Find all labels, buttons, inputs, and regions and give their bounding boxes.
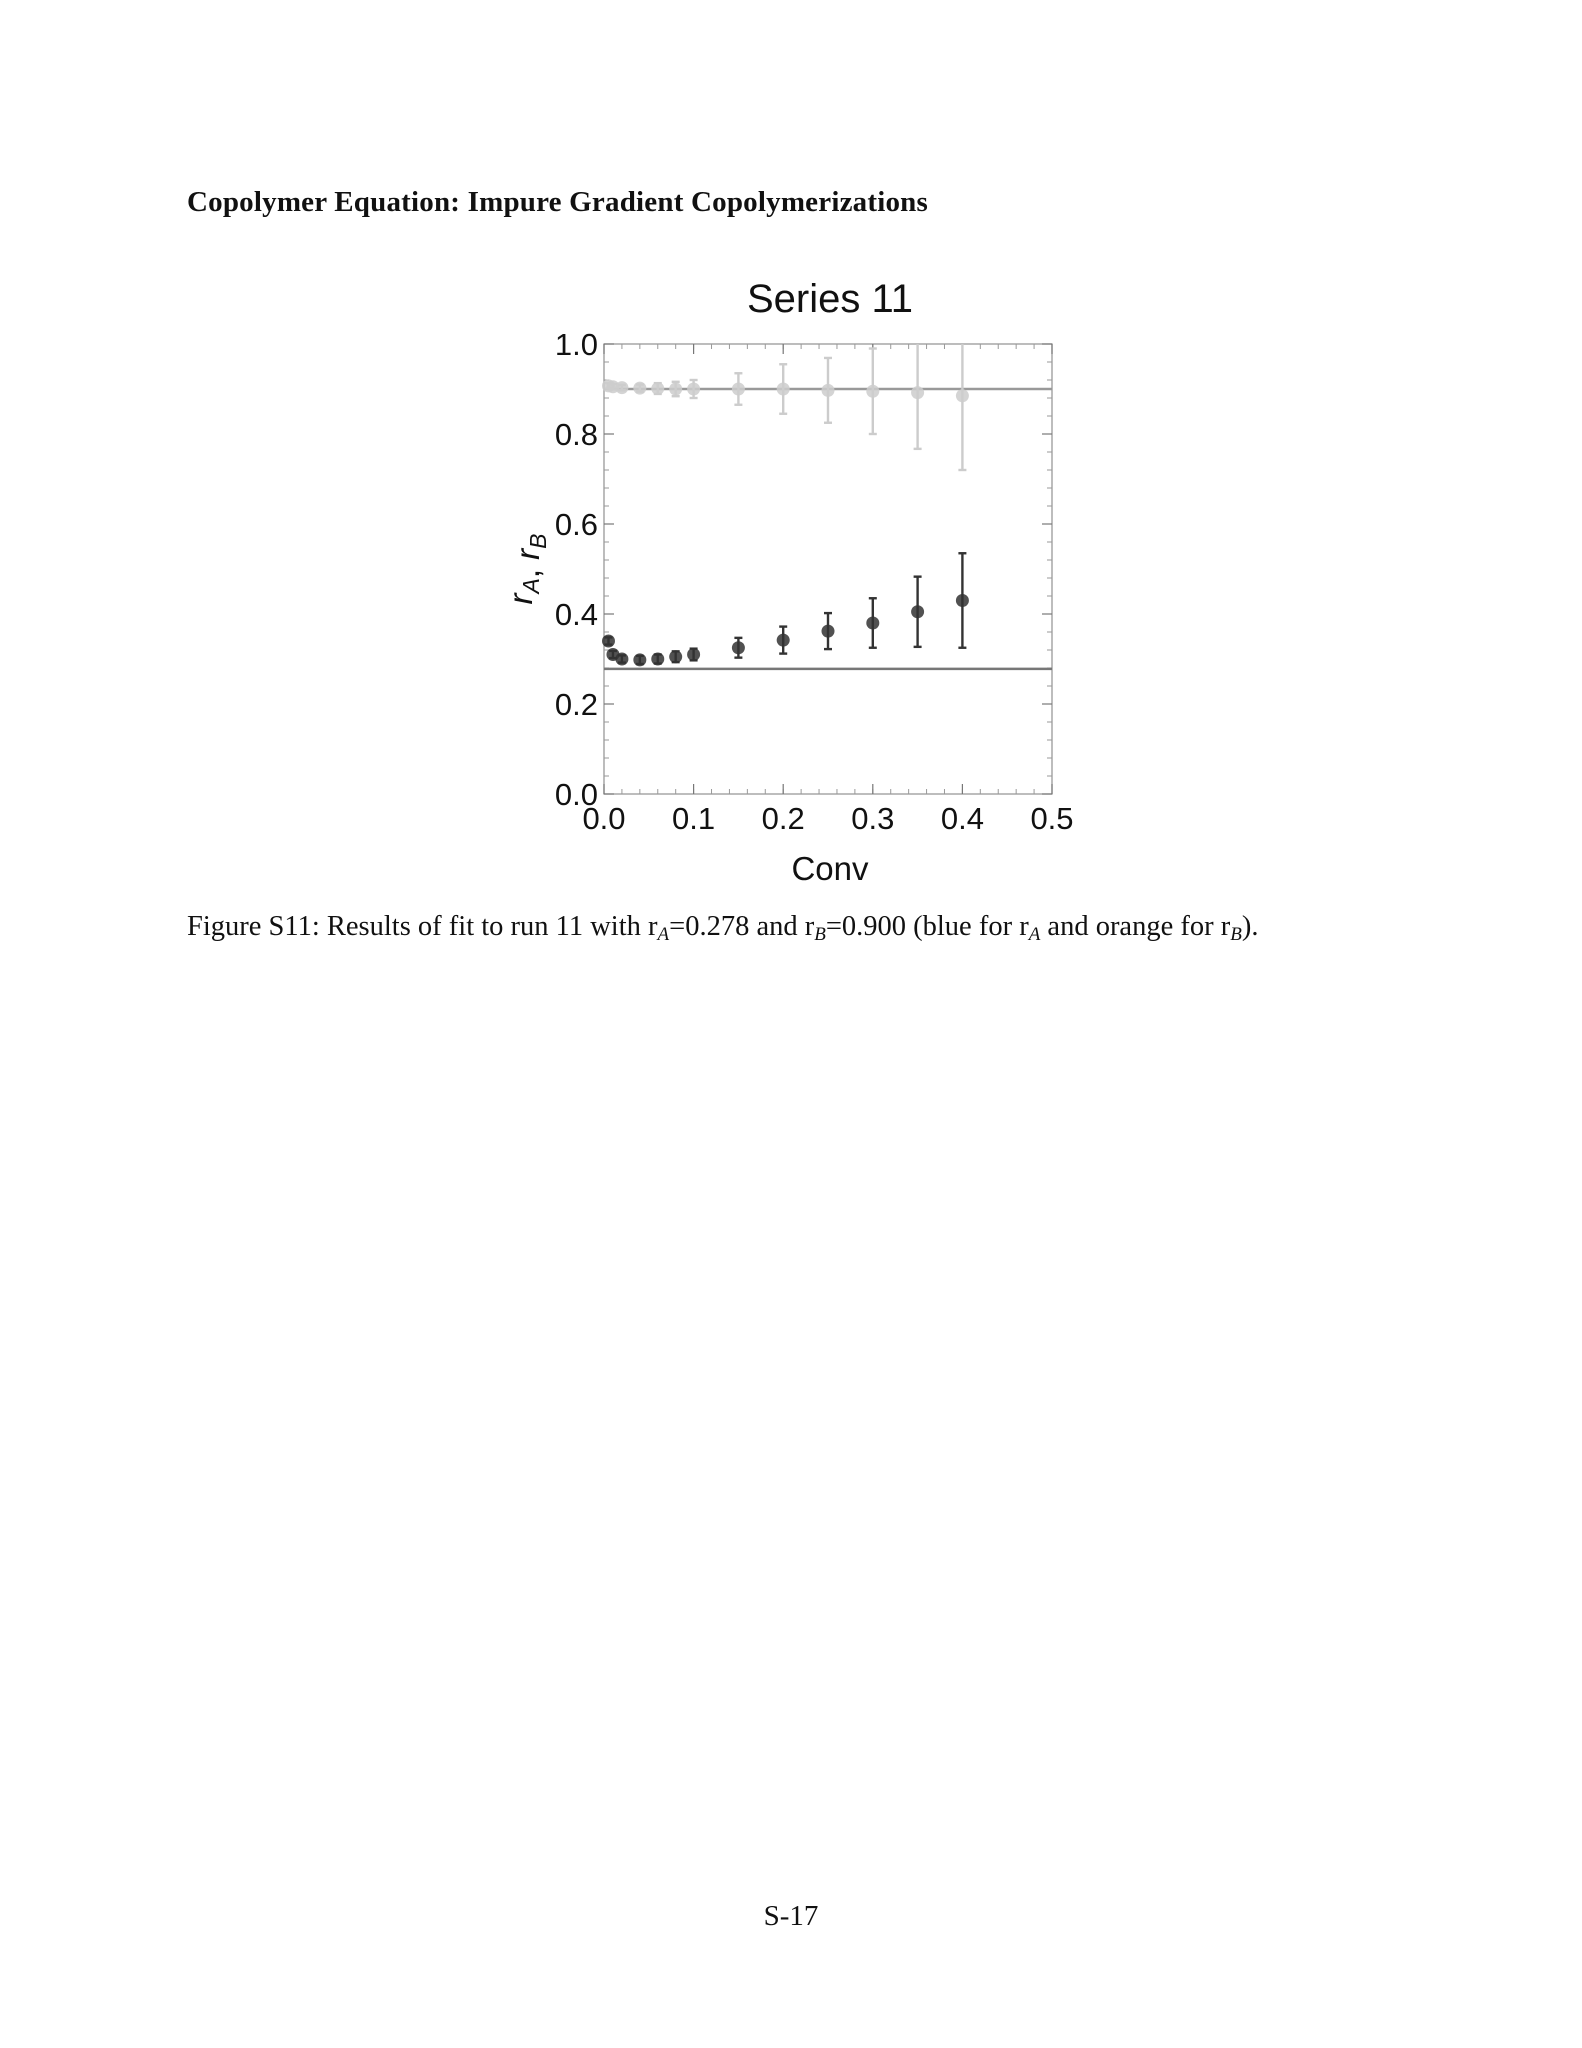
caption-subscript: A bbox=[1028, 924, 1041, 945]
data-point bbox=[731, 382, 745, 396]
data-point bbox=[866, 384, 880, 398]
y-axis-label: rA, rB bbox=[502, 533, 551, 604]
figure-caption: Figure S11: Results of fit to run 11 wit… bbox=[187, 908, 1397, 946]
data-point bbox=[821, 624, 835, 638]
y-axis-label-part: r bbox=[502, 592, 539, 605]
chart-title: Series 11 bbox=[747, 277, 913, 321]
section-heading: Copolymer Equation: Impure Gradient Copo… bbox=[187, 186, 928, 218]
caption-text: =0.900 (blue for r bbox=[825, 911, 1029, 942]
series-1 bbox=[601, 552, 1052, 671]
data-point bbox=[955, 389, 969, 403]
caption-subscript: A bbox=[657, 924, 670, 945]
data-point bbox=[615, 652, 629, 666]
page-number: S-17 bbox=[763, 1900, 819, 1932]
data-point bbox=[606, 380, 620, 394]
y-tick-label: 0.0 bbox=[555, 777, 598, 812]
caption-text: Figure S11: Results of fit to run 11 wit… bbox=[187, 911, 658, 942]
x-tick-label: 0.0 bbox=[582, 801, 625, 836]
y-tick-label: 0.4 bbox=[555, 597, 598, 632]
data-point bbox=[633, 653, 647, 667]
y-axis-label-part: r bbox=[509, 547, 546, 560]
data-point bbox=[776, 382, 790, 396]
caption-text: =0.278 and r bbox=[669, 911, 815, 942]
data-point bbox=[651, 382, 665, 396]
y-tick-label: 0.2 bbox=[555, 687, 598, 722]
x-axis-label: Conv bbox=[791, 850, 869, 887]
y-tick-label: 0.6 bbox=[555, 507, 598, 542]
y-axis-label-part: B bbox=[525, 533, 551, 548]
y-tick-label: 1.0 bbox=[555, 327, 598, 362]
data-point bbox=[911, 386, 925, 400]
y-axis-label-part: , bbox=[509, 560, 546, 578]
data-point bbox=[911, 605, 925, 619]
data-point bbox=[669, 382, 683, 396]
caption-text: and orange for r bbox=[1040, 911, 1231, 942]
plot-frame bbox=[603, 343, 1053, 795]
caption-text: ). bbox=[1241, 911, 1259, 942]
caption-subscript: B bbox=[814, 924, 826, 945]
y-axis-label-part: A bbox=[518, 578, 544, 595]
data-point bbox=[955, 594, 969, 607]
data-point bbox=[601, 379, 615, 393]
data-point bbox=[731, 641, 745, 655]
data-point bbox=[633, 381, 647, 395]
data-point bbox=[606, 648, 620, 661]
x-tick-label: 0.3 bbox=[851, 801, 894, 836]
data-point bbox=[821, 383, 835, 397]
data-point bbox=[615, 381, 629, 395]
y-tick-label: 0.8 bbox=[555, 417, 598, 452]
data-point bbox=[669, 650, 683, 664]
data-point bbox=[651, 652, 665, 666]
caption-subscript: B bbox=[1230, 924, 1242, 945]
data-point bbox=[866, 616, 880, 630]
x-tick-label: 0.5 bbox=[1030, 801, 1073, 836]
data-point bbox=[687, 382, 701, 396]
x-tick-label: 0.4 bbox=[941, 801, 984, 836]
data-point bbox=[687, 648, 701, 661]
x-tick-label: 0.1 bbox=[672, 801, 715, 836]
series-2 bbox=[601, 344, 1052, 472]
data-point bbox=[601, 634, 615, 648]
x-tick-label: 0.2 bbox=[762, 801, 805, 836]
data-point bbox=[776, 633, 790, 647]
